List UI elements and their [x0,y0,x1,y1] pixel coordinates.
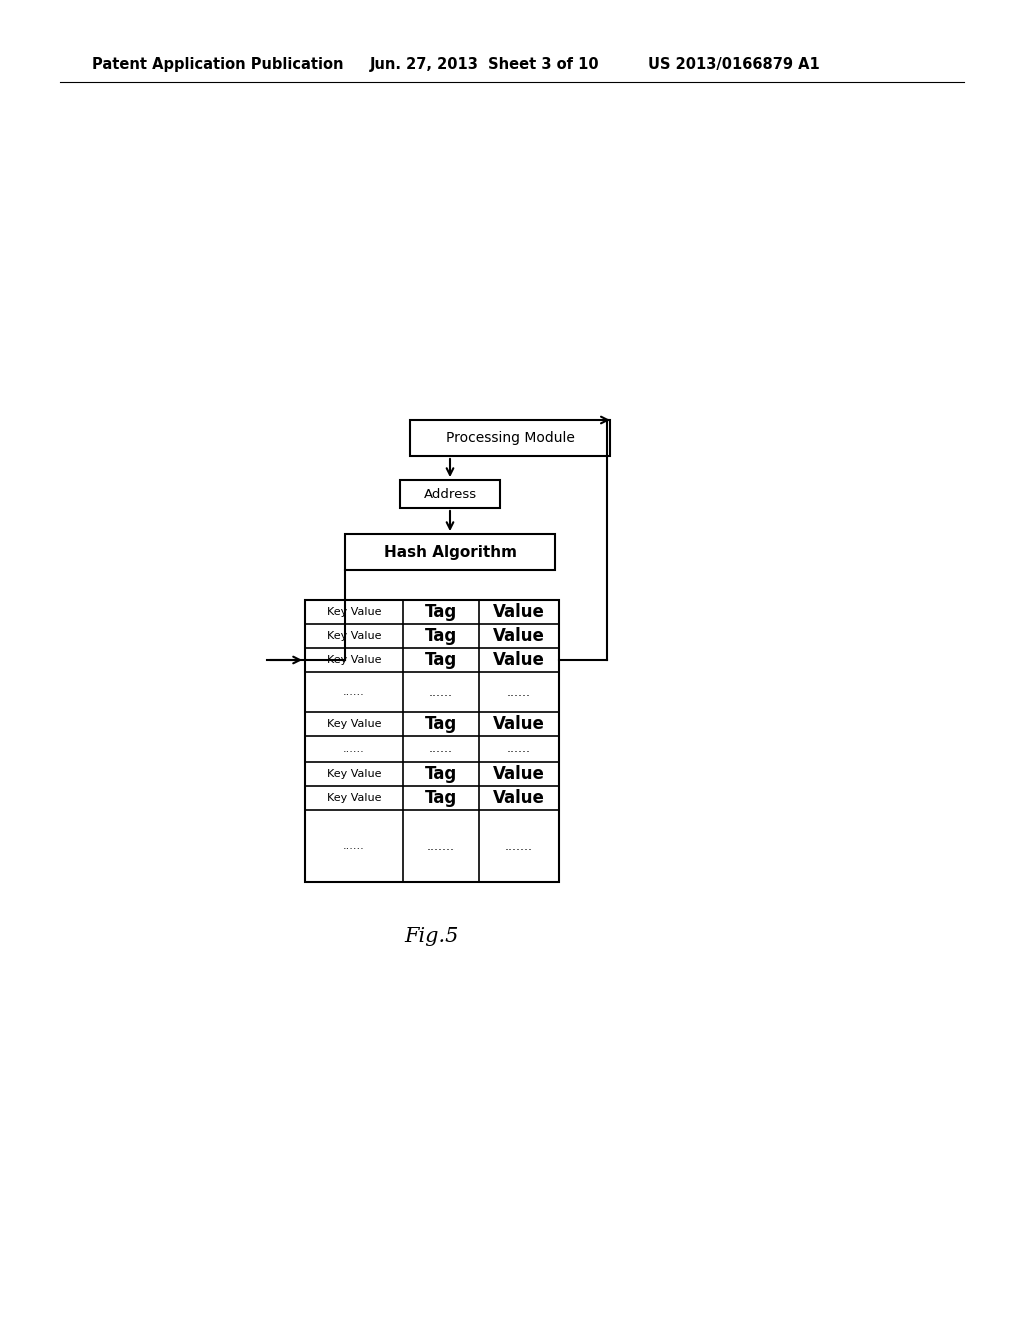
Text: Jun. 27, 2013  Sheet 3 of 10: Jun. 27, 2013 Sheet 3 of 10 [370,58,600,73]
Text: Tag: Tag [425,789,457,807]
Text: Key Value: Key Value [327,770,381,779]
Text: .......: ....... [505,840,534,853]
Text: Tag: Tag [425,603,457,620]
Text: Patent Application Publication: Patent Application Publication [92,58,343,73]
Text: ......: ...... [429,742,453,755]
Text: Value: Value [494,789,545,807]
Text: Tag: Tag [425,766,457,783]
Text: Value: Value [494,715,545,733]
Text: Key Value: Key Value [327,607,381,616]
Text: US 2013/0166879 A1: US 2013/0166879 A1 [648,58,820,73]
Text: Key Value: Key Value [327,793,381,803]
Bar [305,601,559,882]
Text: Value: Value [494,651,545,669]
Text: ......: ...... [429,685,453,698]
Text: Processing Module: Processing Module [445,432,574,445]
Text: Fig.5: Fig.5 [404,928,459,946]
Text: Value: Value [494,603,545,620]
Text: ......: ...... [507,685,531,698]
Text: Value: Value [494,627,545,645]
Bar [410,420,610,455]
Text: Key Value: Key Value [327,719,381,729]
Text: Key Value: Key Value [327,655,381,665]
Text: .......: ....... [427,840,455,853]
Text: ......: ...... [343,841,365,851]
Text: Tag: Tag [425,715,457,733]
Text: ......: ...... [343,686,365,697]
Text: Tag: Tag [425,651,457,669]
Text: Address: Address [424,487,476,500]
Text: ......: ...... [507,742,531,755]
Text: Hash Algorithm: Hash Algorithm [384,544,516,560]
Text: ......: ...... [343,744,365,754]
Text: Value: Value [494,766,545,783]
Bar [345,535,555,570]
Text: Key Value: Key Value [327,631,381,642]
Text: Tag: Tag [425,627,457,645]
Bar [400,480,500,508]
